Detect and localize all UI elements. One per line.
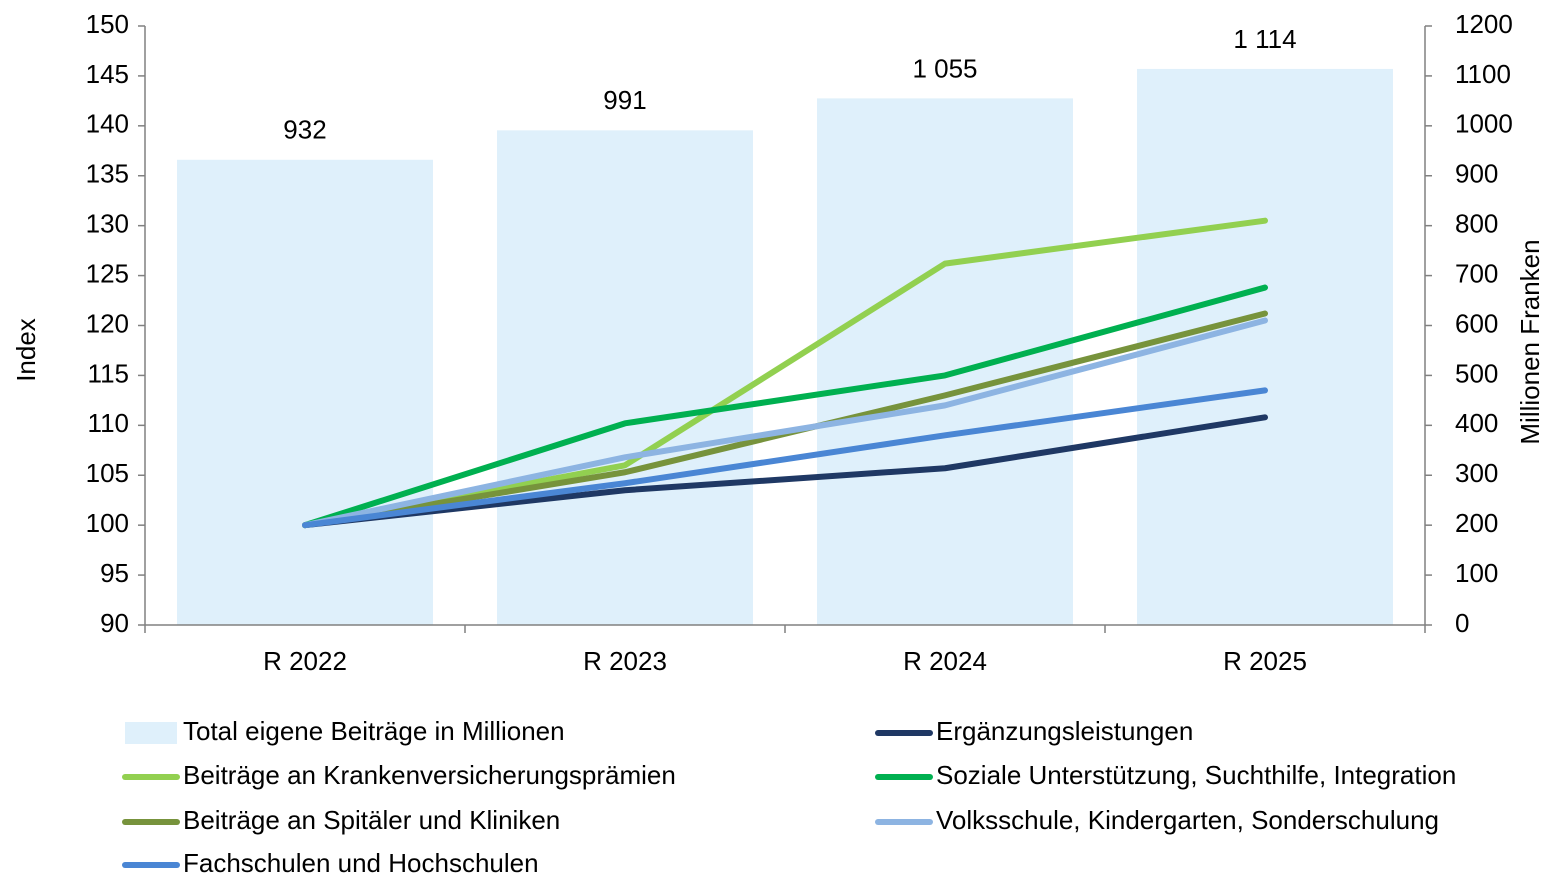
legend-label: Volksschule, Kindergarten, Sonderschulun… <box>936 805 1439 835</box>
line-series <box>302 414 1268 529</box>
y-tick-label: 145 <box>86 59 129 89</box>
legend-swatch <box>125 722 177 744</box>
x-tick-label: R 2022 <box>263 646 347 676</box>
y2-tick-label: 100 <box>1455 558 1498 588</box>
y-axis-label: Index <box>11 318 41 382</box>
y-tick-label: 110 <box>88 408 129 438</box>
bar-value-label: 991 <box>603 85 646 115</box>
y2-tick-label: 300 <box>1455 458 1498 488</box>
y2-axis-label: Millionen Franken <box>1515 239 1545 444</box>
bar <box>497 130 753 625</box>
y-tick-label: 140 <box>86 109 129 139</box>
bar-value-label: 1 055 <box>912 53 977 83</box>
bar <box>177 159 433 625</box>
legend-label: Ergänzungsleistungen <box>936 716 1193 746</box>
y-tick-label: 105 <box>86 458 129 488</box>
legend-label: Soziale Unterstützung, Suchthilfe, Integ… <box>936 760 1456 790</box>
legend-label: Total eigene Beiträge in Millionen <box>183 716 565 746</box>
bar-value-label: 1 114 <box>1233 24 1296 54</box>
y-tick-label: 135 <box>86 159 129 189</box>
y2-tick-label: 800 <box>1455 209 1498 239</box>
y2-tick-label: 700 <box>1455 258 1498 288</box>
y-tick-label: 115 <box>88 358 129 388</box>
x-tick-label: R 2025 <box>1223 646 1307 676</box>
bar <box>1137 68 1393 625</box>
line-series <box>302 217 1268 529</box>
y2-tick-label: 900 <box>1455 159 1498 189</box>
line-series <box>302 284 1268 529</box>
legend-label: Beiträge an Spitäler und Kliniken <box>183 805 560 835</box>
y-tick-label: 90 <box>100 608 129 638</box>
x-tick-label: R 2023 <box>583 646 667 676</box>
y-tick-label: 100 <box>86 508 129 538</box>
line-series <box>302 317 1268 529</box>
y2-tick-label: 500 <box>1455 358 1498 388</box>
y2-tick-label: 1100 <box>1455 59 1511 89</box>
y-tick-label: 130 <box>86 209 129 239</box>
y2-tick-label: 1200 <box>1455 9 1513 39</box>
legend-label: Fachschulen und Hochschulen <box>183 848 539 878</box>
bar-value-label: 932 <box>283 115 326 145</box>
y-tick-label: 150 <box>86 9 129 39</box>
y-tick-label: 95 <box>100 558 129 588</box>
y2-tick-label: 1000 <box>1455 109 1513 139</box>
y2-tick-label: 600 <box>1455 308 1498 338</box>
y2-tick-label: 400 <box>1455 408 1498 438</box>
y2-tick-label: 200 <box>1455 508 1498 538</box>
y-tick-label: 120 <box>86 308 129 338</box>
bar <box>817 98 1073 626</box>
x-tick-label: R 2024 <box>903 646 987 676</box>
line-series <box>302 387 1268 529</box>
y-tick-label: 125 <box>86 258 129 288</box>
y2-tick-label: 0 <box>1455 608 1469 638</box>
legend-label: Beiträge an Krankenversicherungsprämien <box>183 760 676 790</box>
